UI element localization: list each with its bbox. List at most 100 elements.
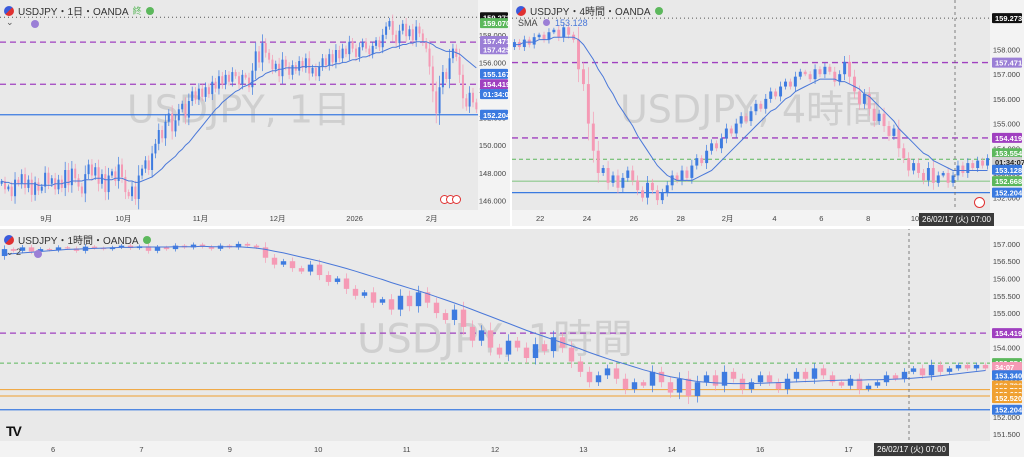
candle-body: [254, 51, 257, 71]
candle-body: [798, 71, 802, 77]
candle-body: [190, 244, 197, 248]
candle-body: [665, 185, 669, 193]
h4-chart-header: USDJPY・4時間・OANDA: [516, 3, 663, 18]
candle-body: [258, 51, 261, 63]
candle-body: [802, 371, 809, 379]
candle-body: [487, 330, 494, 348]
candle-body: [378, 40, 381, 48]
candle-body: [703, 375, 710, 383]
candle-body: [50, 178, 53, 184]
h1-indicator-count[interactable]: ⌄ 2: [6, 247, 22, 257]
candle-body: [829, 375, 836, 383]
indicator-toggle-icon[interactable]: [34, 250, 42, 258]
price-tag-bg: [480, 44, 508, 55]
sma-legend[interactable]: SMA 153.128: [518, 18, 588, 28]
daily-chart[interactable]: USDJPY, 1日146.000148.000150.000152.00015…: [0, 0, 510, 226]
candle-body: [341, 48, 344, 59]
candle-body: [749, 111, 753, 122]
candle-body: [622, 378, 629, 390]
candle-body: [613, 368, 620, 379]
candle-body: [808, 74, 812, 80]
candle-body: [424, 292, 431, 303]
candle-body: [64, 247, 71, 249]
candle-body: [84, 174, 87, 194]
candle-body: [715, 143, 718, 149]
price-tag-label: 155.167: [483, 70, 510, 79]
candle-body: [19, 247, 26, 251]
candle-body: [577, 39, 581, 70]
candle-body: [451, 48, 454, 59]
candle-body: [744, 116, 748, 122]
candle-body: [134, 186, 137, 199]
h1-chart[interactable]: USDJPY, 1時間151.500152.000152.500153.0001…: [0, 229, 1024, 457]
candle-body: [523, 347, 530, 359]
candle-body: [379, 299, 386, 303]
candle-body: [823, 66, 827, 75]
candle-body: [818, 69, 822, 75]
candle-body: [308, 58, 311, 74]
daily-chart-panel[interactable]: USDJPY, 1日146.000148.000150.000152.00015…: [0, 0, 510, 226]
eye-icon[interactable]: [542, 19, 550, 26]
candle-body: [537, 34, 541, 38]
candle-body: [334, 50, 337, 63]
candle-body: [636, 180, 640, 191]
candle-body: [137, 175, 140, 199]
candle-body: [194, 91, 197, 100]
candle-body: [586, 371, 593, 383]
candle-body: [375, 40, 378, 46]
price-tag-bg: [480, 89, 508, 100]
price-tag-bg: [480, 109, 508, 120]
candle-body: [611, 175, 615, 183]
sma-line: [514, 36, 988, 181]
candle-body: [779, 86, 783, 97]
candle-body: [104, 174, 107, 193]
status-dot-icon: [142, 235, 151, 244]
h4-chart-panel[interactable]: USDJPY, 4時間152.000153.000154.000155.0001…: [512, 0, 1024, 226]
candle-body: [338, 50, 341, 59]
candle-body: [803, 71, 807, 75]
candle-body: [94, 167, 97, 176]
time-tick-label: 6: [819, 214, 823, 223]
price-tag-bg: [992, 148, 1022, 159]
candle-body: [328, 54, 331, 66]
time-tick-label: 17: [844, 445, 852, 454]
candle-body: [151, 153, 154, 170]
candle-body: [468, 92, 471, 107]
price-tag-bg: [992, 328, 1022, 339]
candle-body: [371, 45, 374, 55]
candle-body: [856, 378, 863, 390]
h4-chart[interactable]: USDJPY, 4時間152.000153.000154.000155.0001…: [512, 0, 1024, 226]
candle-body: [496, 347, 503, 355]
time-tick-label: 2月: [426, 214, 438, 223]
price-tag-bg: [992, 156, 1022, 167]
collapse-chevron-icon[interactable]: ⌄: [6, 17, 14, 27]
indicator-toggle-icon[interactable]: [31, 20, 39, 28]
candle-body: [705, 150, 709, 164]
candle-body: [971, 163, 975, 169]
h1-chart-header: USDJPY・1時間・OANDA: [4, 232, 151, 247]
price-tick-label: 156.000: [993, 95, 1020, 104]
candle-body: [80, 186, 83, 194]
candle-body: [847, 378, 854, 386]
sma-line: [4, 245, 986, 385]
time-tick-label: 16: [756, 445, 764, 454]
candle-body: [892, 375, 899, 379]
price-tick-label: 152.000: [993, 194, 1020, 203]
h1-chart-panel[interactable]: USDJPY, 1時間151.500152.000152.500153.0001…: [0, 229, 1024, 457]
candle-body: [897, 128, 901, 149]
time-axis-strip: [0, 210, 510, 226]
time-tick-label: 10: [314, 445, 322, 454]
candle-body: [164, 121, 167, 139]
price-tag-bg: [992, 13, 1022, 24]
usdjpy-flag-icon: [4, 234, 14, 245]
candle-body: [769, 91, 773, 99]
candle-body: [261, 43, 264, 63]
price-tag-label: 34:07: [995, 363, 1014, 372]
candle-body: [87, 164, 90, 175]
candle-body: [191, 91, 194, 102]
h1-chart-title: USDJPY・1時間・OANDA: [18, 236, 139, 247]
price-tick-label: 155.000: [993, 309, 1020, 318]
candle-body: [227, 74, 230, 82]
candle-body: [381, 34, 384, 48]
time-axis-strip: [0, 441, 1024, 457]
